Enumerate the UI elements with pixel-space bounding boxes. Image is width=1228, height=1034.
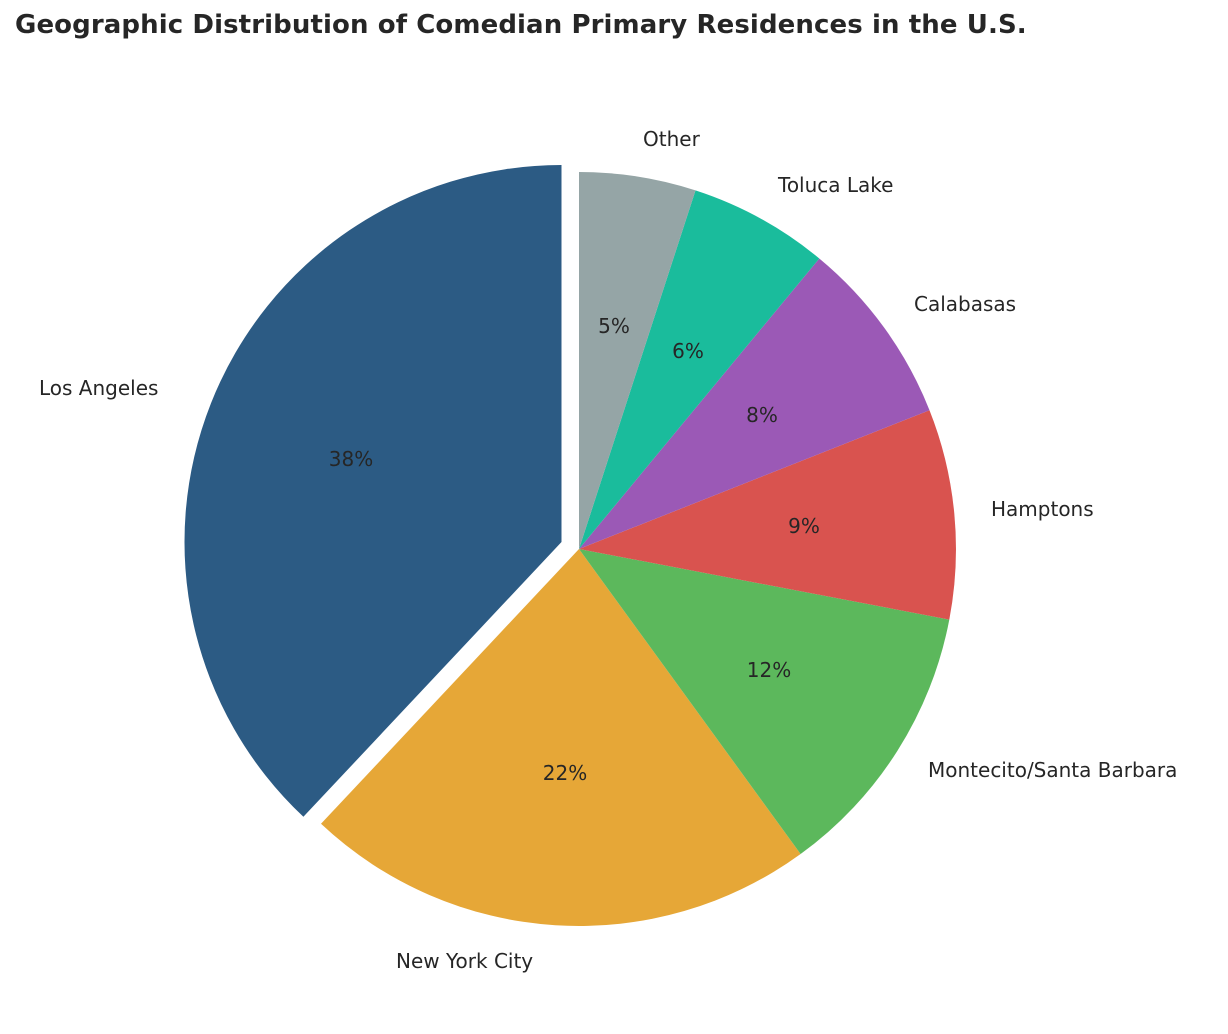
slice-new-york-city xyxy=(321,549,801,926)
label-toluca-lake: Toluca Lake xyxy=(777,173,893,197)
pct-new-york-city: 22% xyxy=(543,761,587,785)
slice-montecito-santa-barbara xyxy=(579,549,950,854)
pct-calabasas: 8% xyxy=(746,403,778,427)
pct-los-angeles: 38% xyxy=(329,447,373,471)
label-calabasas: Calabasas xyxy=(914,292,1016,316)
slice-other xyxy=(579,171,696,549)
label-other: Other xyxy=(643,127,701,151)
label-montecito-santa-barbara: Montecito/Santa Barbara xyxy=(928,758,1177,782)
pct-montecito-santa-barbara: 12% xyxy=(747,658,791,682)
pct-hamptons: 9% xyxy=(788,514,820,538)
slice-hamptons xyxy=(579,410,956,620)
slice-calabasas xyxy=(579,258,930,549)
pct-toluca-lake: 6% xyxy=(672,339,704,363)
slice-los-angeles xyxy=(184,165,562,817)
pct-other: 5% xyxy=(598,314,630,338)
chart-title: Geographic Distribution of Comedian Prim… xyxy=(15,10,1027,40)
slice-toluca-lake xyxy=(579,190,820,549)
label-hamptons: Hamptons xyxy=(991,497,1094,521)
label-los-angeles: Los Angeles xyxy=(39,376,158,400)
label-new-york-city: New York City xyxy=(396,949,533,973)
